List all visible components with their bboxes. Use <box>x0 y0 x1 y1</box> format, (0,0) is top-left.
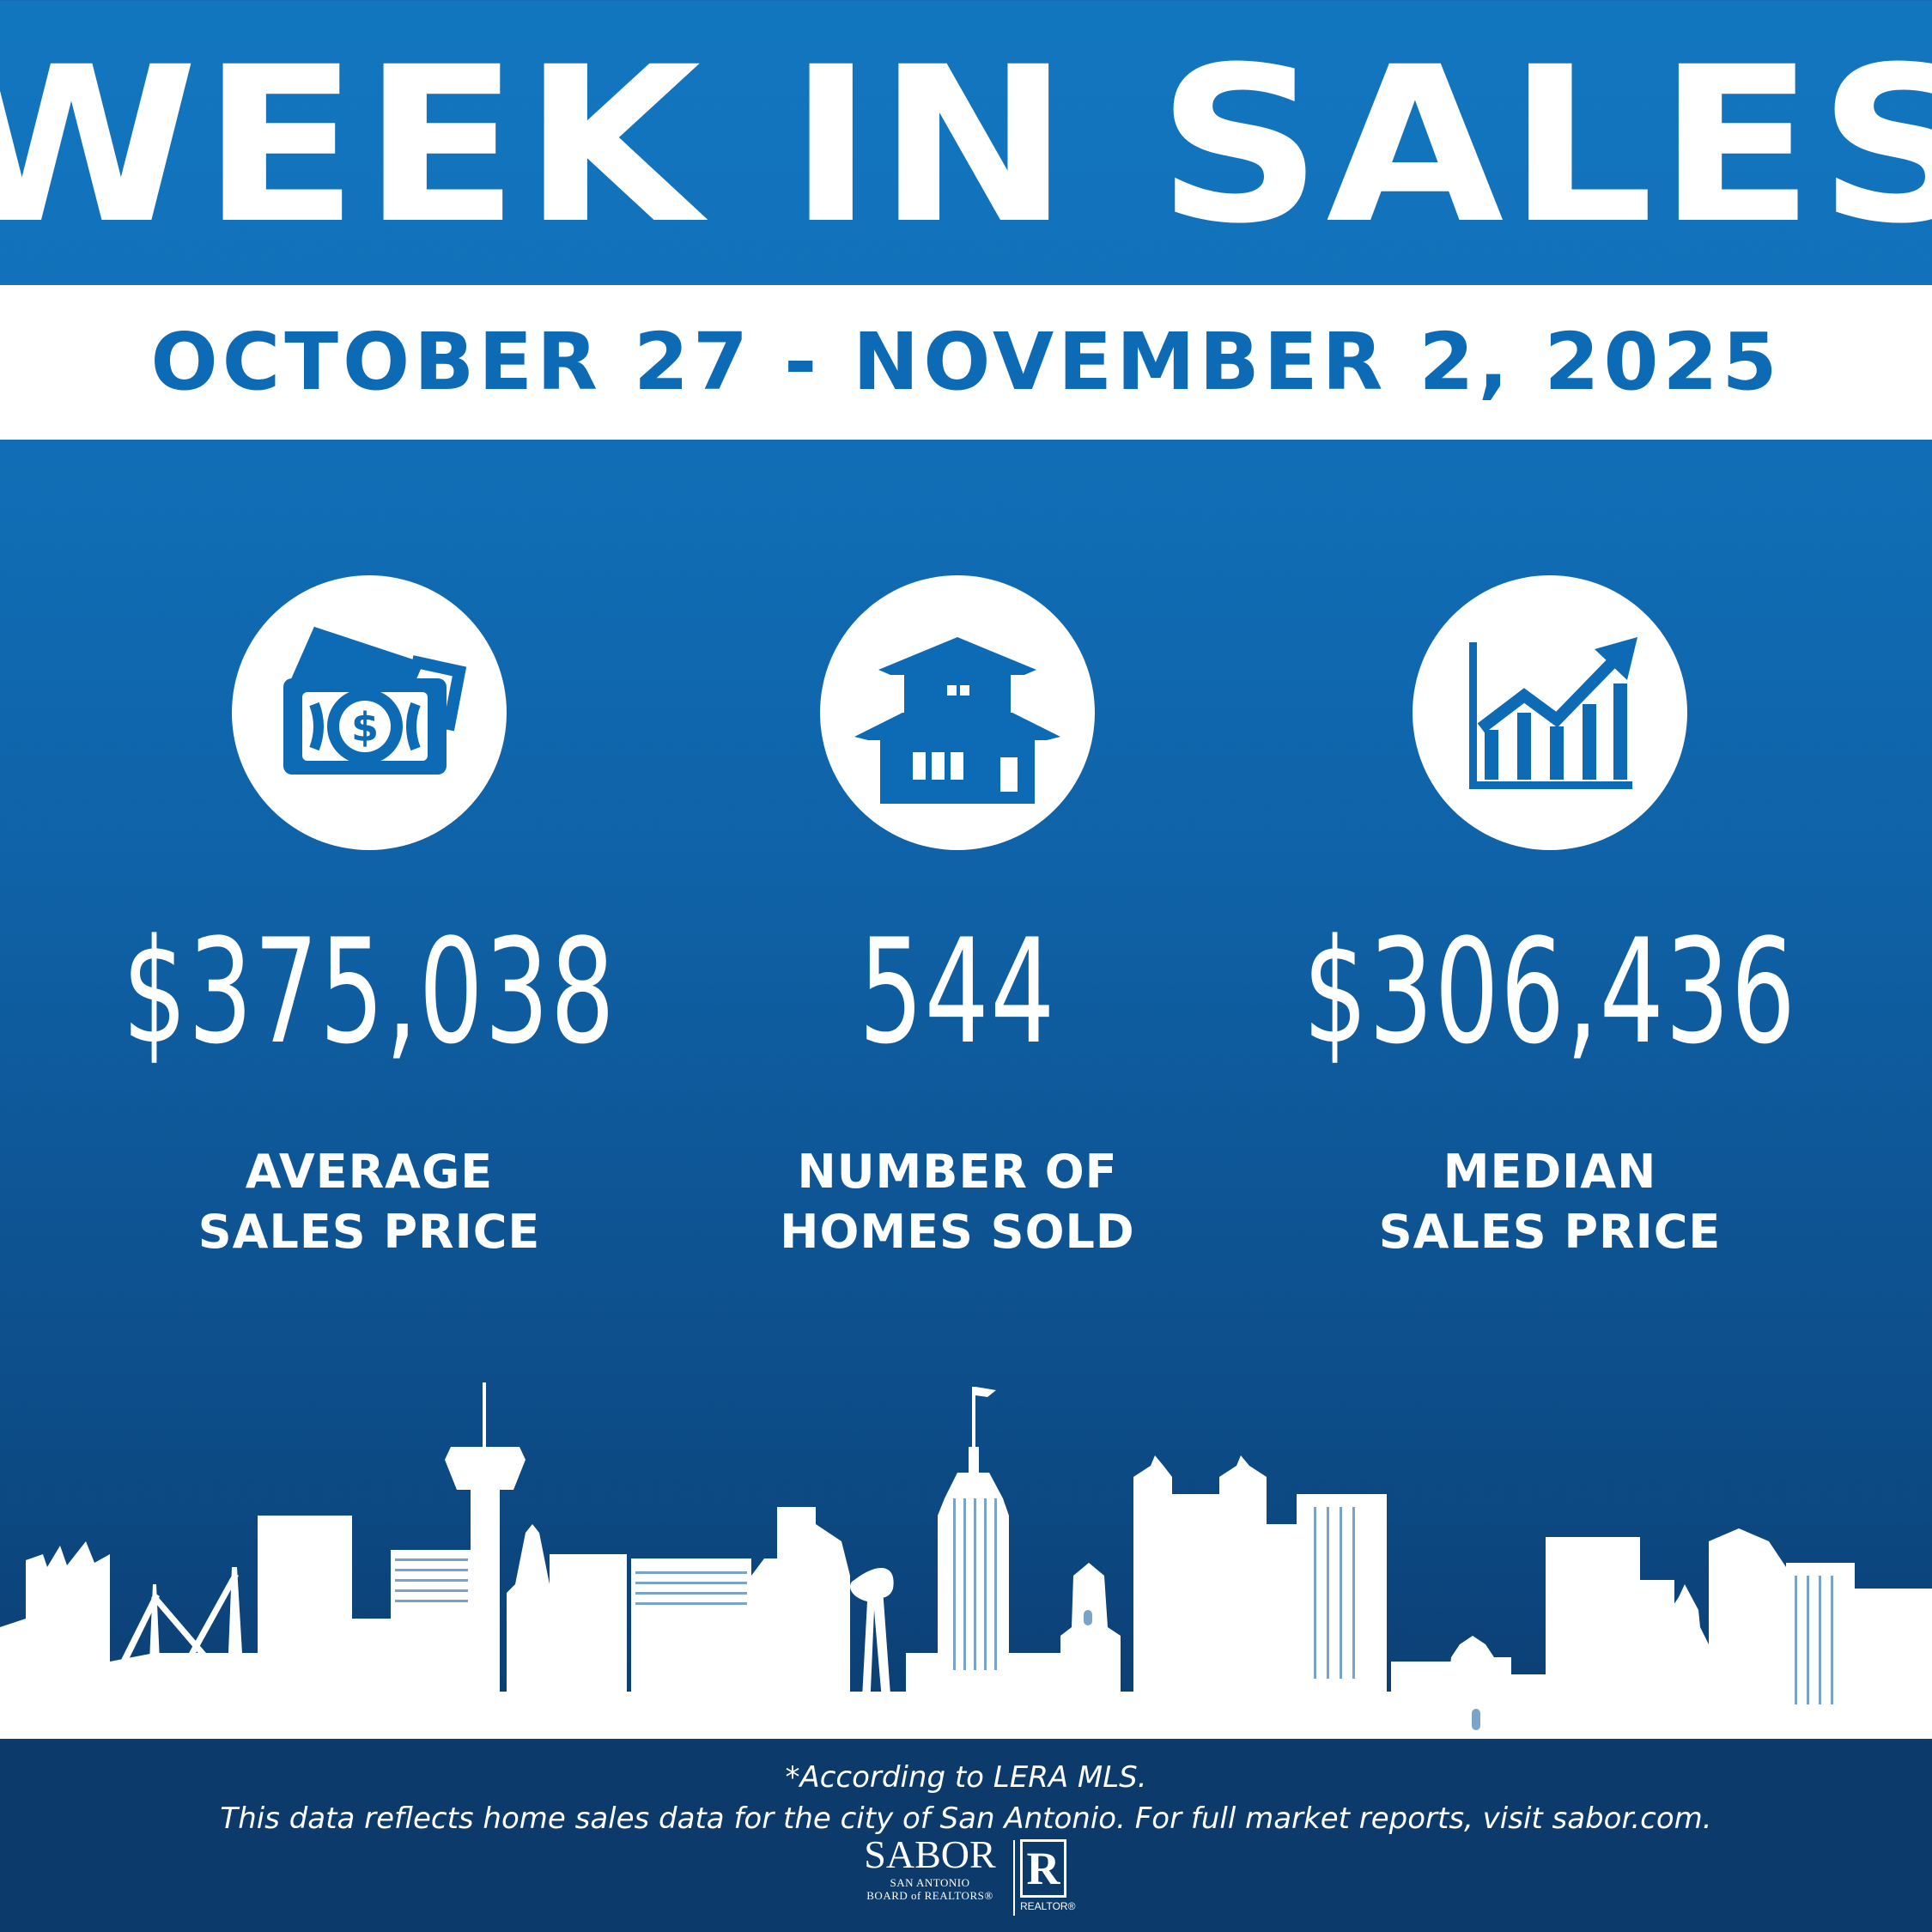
growth-chart-icon <box>1469 637 1637 789</box>
median-sales-price-value: $306,436 <box>1303 908 1797 1076</box>
footer <box>0 1741 1932 1932</box>
label-line: SALES PRICE <box>197 1205 541 1259</box>
source-note: *According to LERA MLS. <box>785 1760 1147 1795</box>
label-line: SALES PRICE <box>1378 1205 1722 1259</box>
page-title: WEEK IN SALES <box>0 21 1932 270</box>
label-line: HOMES SOLD <box>780 1205 1135 1259</box>
realtor-logo: R REALTOR® <box>1020 1839 1076 1925</box>
label-line: NUMBER OF <box>797 1145 1118 1199</box>
realtor-logo-letter: R <box>1020 1839 1066 1898</box>
sabor-logo-text: SABOR <box>864 1832 996 1876</box>
disclaimer: This data reflects home sales data for t… <box>220 1801 1712 1836</box>
city-skyline-illustration <box>0 1382 1932 1739</box>
median-sales-price-icon-circle <box>1413 575 1687 850</box>
homes-sold-label: NUMBER OF HOMES SOLD <box>657 1142 1258 1262</box>
label-line: AVERAGE <box>245 1145 494 1199</box>
average-sales-price-label: AVERAGE SALES PRICE <box>69 1142 670 1262</box>
median-sales-price-label: MEDIAN SALES PRICE <box>1249 1142 1850 1262</box>
average-sales-price-icon-circle: $ <box>232 575 507 850</box>
house-icon <box>854 637 1060 804</box>
homes-sold-value: 544 <box>859 908 1056 1076</box>
label-line: MEDIAN <box>1443 1145 1657 1199</box>
svg-text:$: $ <box>351 704 379 750</box>
sabor-logo-sub: BOARD of REALTORS® <box>866 1889 993 1902</box>
date-band: OCTOBER 27 - NOVEMBER 2, 2025 <box>0 285 1932 440</box>
homes-sold-icon-circle <box>820 575 1095 850</box>
average-sales-price-value: $375,038 <box>122 908 617 1076</box>
date-range: OCTOBER 27 - NOVEMBER 2, 2025 <box>150 316 1782 408</box>
logo-divider <box>1013 1840 1015 1916</box>
money-bill-icon: $ <box>283 626 467 775</box>
sabor-logo-sub: SAN ANTONIO <box>890 1876 970 1889</box>
sabor-logo: SABOR SAN ANTONIO BOARD of REALTORS® <box>857 1833 1003 1919</box>
realtor-logo-text: REALTOR® <box>1020 1900 1076 1912</box>
